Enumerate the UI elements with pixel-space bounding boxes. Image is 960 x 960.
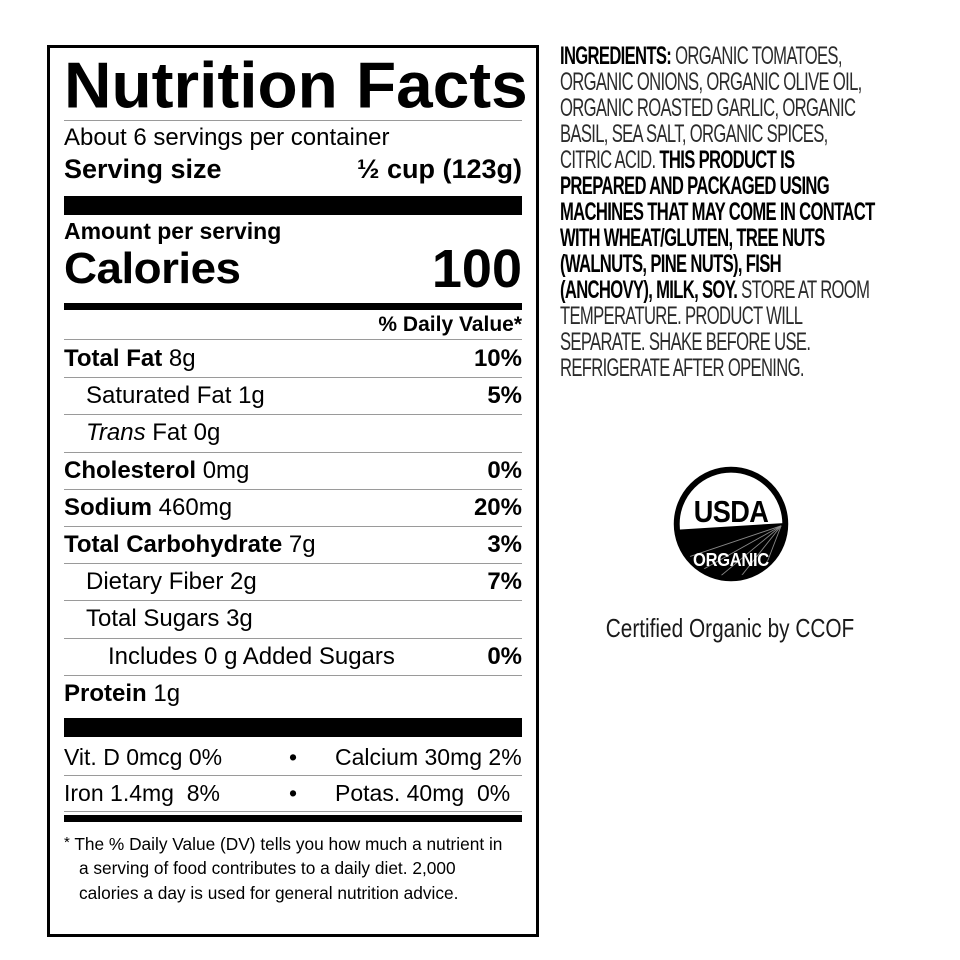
svg-text:ORGANIC: ORGANIC (693, 549, 769, 570)
svg-text:USDA: USDA (694, 495, 769, 529)
